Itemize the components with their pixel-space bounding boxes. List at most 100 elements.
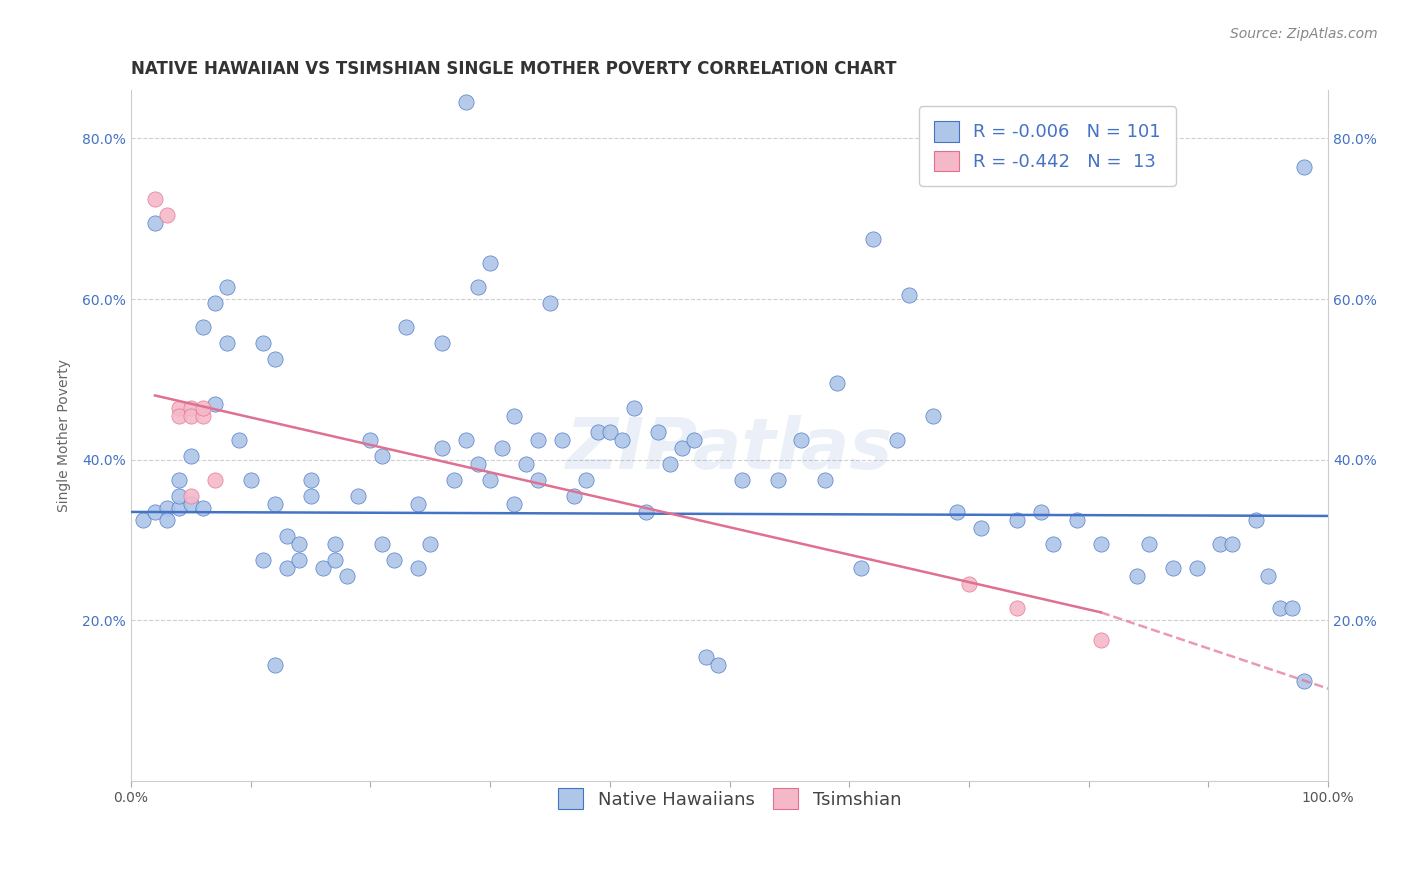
- Point: [1294, 160, 1316, 174]
- Point: [1066, 513, 1088, 527]
- Point: [239, 473, 262, 487]
- Point: [515, 457, 537, 471]
- Point: [957, 577, 980, 591]
- Point: [347, 489, 370, 503]
- Text: Source: ZipAtlas.com: Source: ZipAtlas.com: [1230, 27, 1378, 41]
- Point: [970, 521, 993, 535]
- Point: [562, 489, 585, 503]
- Legend: Native Hawaiians, Tsimshian: Native Hawaiians, Tsimshian: [544, 774, 915, 824]
- Point: [180, 489, 202, 503]
- Point: [634, 505, 657, 519]
- Point: [263, 352, 285, 367]
- Point: [586, 425, 609, 439]
- Point: [287, 553, 309, 567]
- Point: [1246, 513, 1268, 527]
- Point: [167, 473, 190, 487]
- Point: [204, 396, 226, 410]
- Point: [456, 95, 478, 110]
- Point: [1029, 505, 1052, 519]
- Point: [479, 473, 502, 487]
- Point: [682, 433, 704, 447]
- Point: [191, 500, 214, 515]
- Point: [432, 336, 454, 351]
- Point: [263, 657, 285, 672]
- Point: [1257, 569, 1279, 583]
- Point: [886, 433, 908, 447]
- Point: [167, 489, 190, 503]
- Point: [156, 208, 179, 222]
- Point: [180, 449, 202, 463]
- Point: [180, 401, 202, 415]
- Point: [575, 473, 598, 487]
- Point: [371, 449, 394, 463]
- Point: [180, 497, 202, 511]
- Point: [252, 553, 274, 567]
- Point: [299, 489, 322, 503]
- Point: [263, 497, 285, 511]
- Point: [1005, 601, 1028, 615]
- Point: [215, 336, 238, 351]
- Point: [132, 513, 155, 527]
- Point: [215, 280, 238, 294]
- Point: [143, 192, 166, 206]
- Point: [623, 401, 645, 415]
- Point: [1209, 537, 1232, 551]
- Point: [862, 232, 884, 246]
- Point: [1294, 673, 1316, 688]
- Point: [384, 553, 406, 567]
- Point: [527, 433, 550, 447]
- Point: [395, 320, 418, 334]
- Point: [359, 433, 381, 447]
- Point: [658, 457, 681, 471]
- Point: [827, 376, 849, 391]
- Point: [538, 296, 561, 310]
- Point: [1090, 537, 1112, 551]
- Point: [191, 401, 214, 415]
- Point: [1125, 569, 1147, 583]
- Point: [503, 497, 526, 511]
- Point: [443, 473, 465, 487]
- Point: [467, 457, 489, 471]
- Point: [323, 553, 346, 567]
- Point: [503, 409, 526, 423]
- Point: [371, 537, 394, 551]
- Point: [706, 657, 728, 672]
- Point: [335, 569, 357, 583]
- Point: [276, 529, 298, 543]
- Point: [1090, 633, 1112, 648]
- Point: [766, 473, 789, 487]
- Point: [814, 473, 837, 487]
- Point: [491, 441, 513, 455]
- Point: [276, 561, 298, 575]
- Point: [204, 473, 226, 487]
- Point: [1005, 513, 1028, 527]
- Text: ZIPatlas: ZIPatlas: [567, 415, 893, 484]
- Point: [204, 296, 226, 310]
- Point: [1281, 601, 1303, 615]
- Point: [790, 433, 813, 447]
- Point: [180, 409, 202, 423]
- Point: [156, 500, 179, 515]
- Point: [851, 561, 873, 575]
- Point: [1185, 561, 1208, 575]
- Point: [479, 256, 502, 270]
- Point: [323, 537, 346, 551]
- Point: [1042, 537, 1064, 551]
- Point: [408, 497, 430, 511]
- Point: [922, 409, 945, 423]
- Point: [432, 441, 454, 455]
- Text: NATIVE HAWAIIAN VS TSIMSHIAN SINGLE MOTHER POVERTY CORRELATION CHART: NATIVE HAWAIIAN VS TSIMSHIAN SINGLE MOTH…: [131, 60, 897, 78]
- Point: [143, 505, 166, 519]
- Point: [456, 433, 478, 447]
- Point: [599, 425, 621, 439]
- Point: [311, 561, 333, 575]
- Point: [191, 320, 214, 334]
- Point: [610, 433, 633, 447]
- Point: [287, 537, 309, 551]
- Point: [228, 433, 250, 447]
- Point: [695, 649, 717, 664]
- Point: [156, 513, 179, 527]
- Point: [1161, 561, 1184, 575]
- Point: [671, 441, 693, 455]
- Point: [898, 288, 921, 302]
